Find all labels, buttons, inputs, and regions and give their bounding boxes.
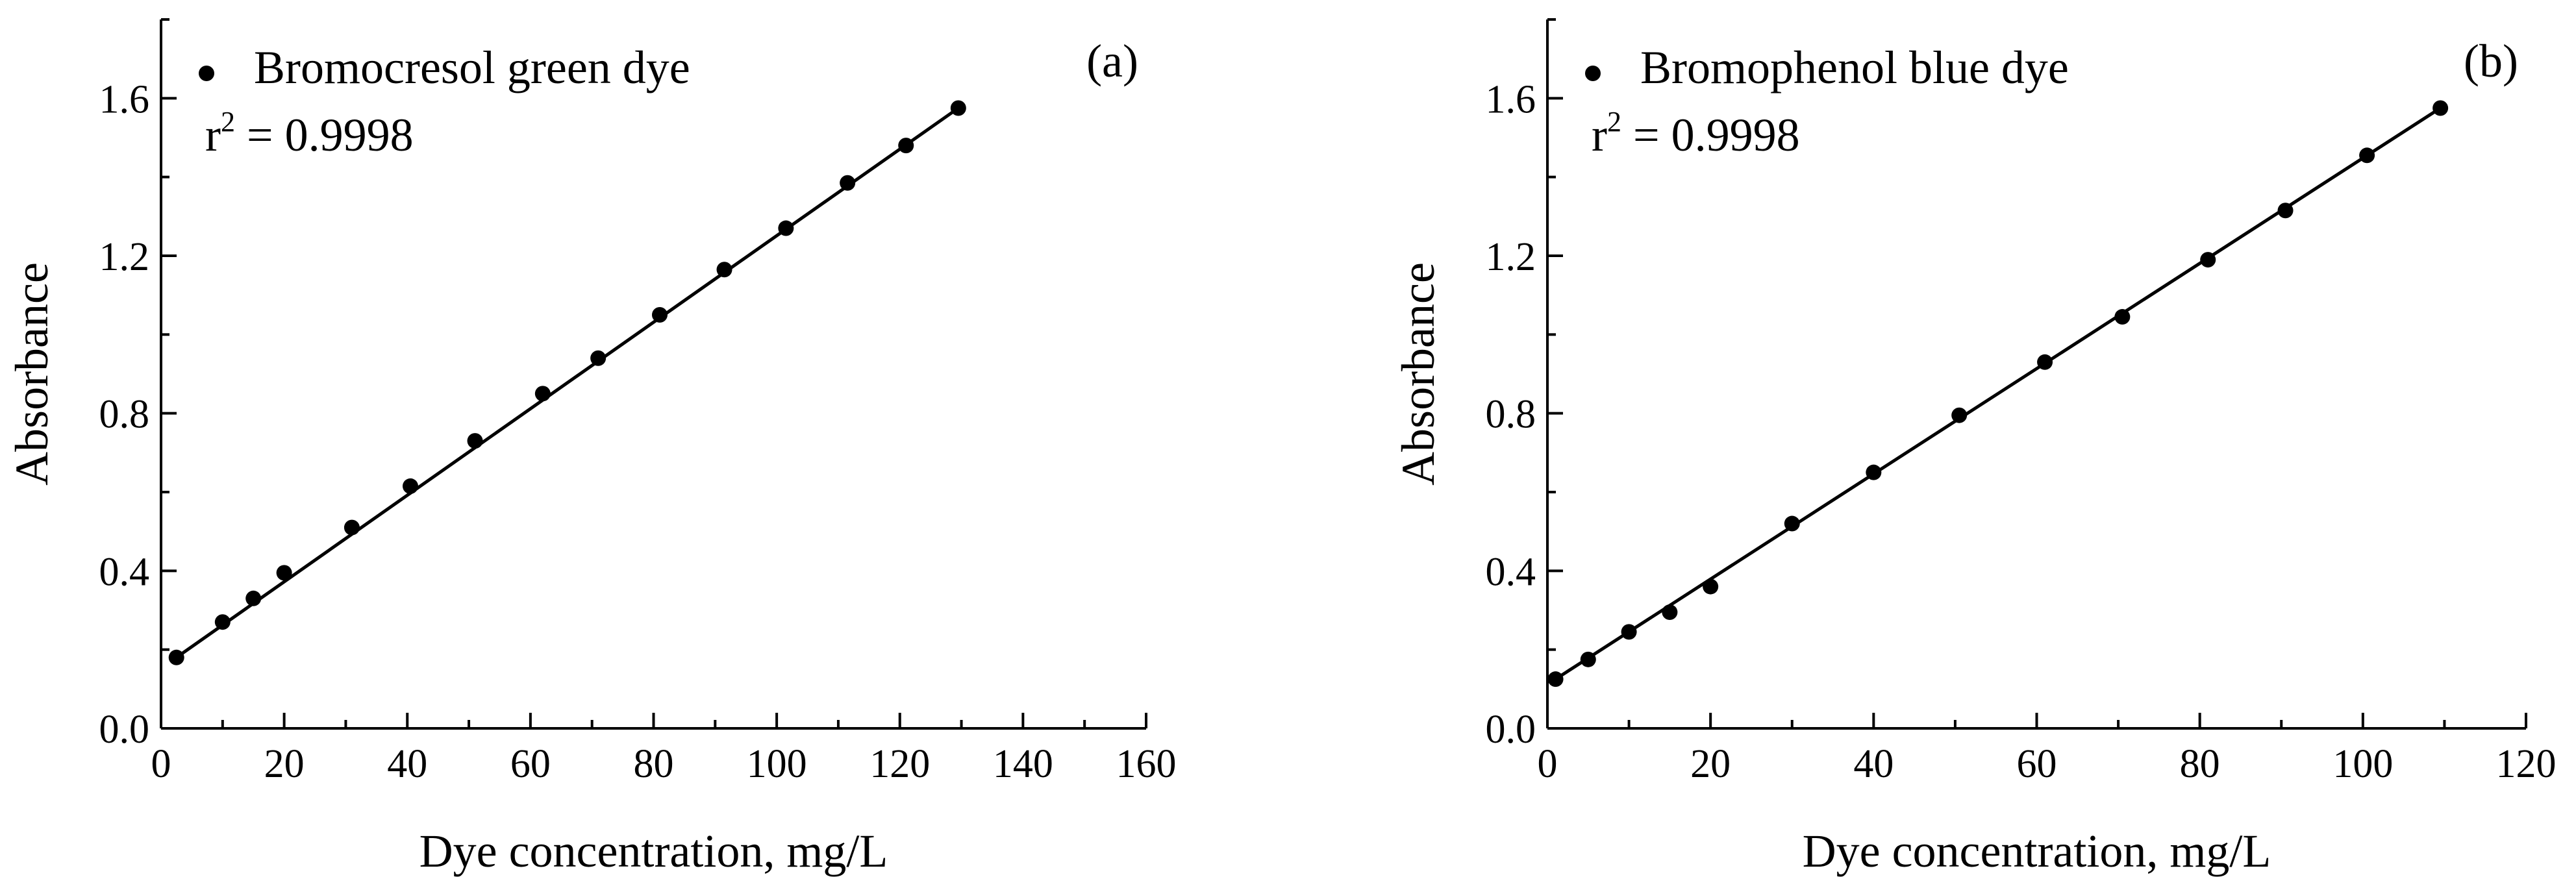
x-axis-title: Dye concentration, mg/L — [1803, 825, 2271, 877]
data-point — [2432, 100, 2449, 116]
data-point — [276, 565, 292, 581]
y-tick-label: 0.4 — [1486, 550, 1536, 594]
legend-label: Bromocresol green dye — [254, 42, 690, 93]
x-tick-label: 20 — [1690, 742, 1731, 786]
legend-label: Bromophenol blue dye — [1640, 42, 2069, 93]
data-point — [898, 138, 914, 154]
data-point — [214, 614, 231, 630]
y-tick-label: 0.0 — [99, 708, 150, 752]
x-tick-label: 0 — [1538, 742, 1558, 786]
data-point — [245, 590, 262, 606]
y-tick-label: 0.4 — [99, 550, 150, 594]
data-point — [1547, 671, 1564, 687]
x-axis-title: Dye concentration, mg/L — [419, 825, 888, 877]
x-tick-label: 20 — [264, 742, 305, 786]
fit-line — [1555, 106, 2442, 681]
x-tick-label: 40 — [387, 742, 427, 786]
legend-marker — [199, 66, 214, 81]
x-tick-label: 160 — [1116, 742, 1177, 786]
y-tick-label: 1.2 — [1486, 235, 1536, 279]
data-point — [651, 307, 668, 323]
data-point — [402, 478, 418, 494]
y-tick-label: 0.8 — [1486, 393, 1536, 437]
data-point — [1662, 604, 1678, 621]
y-tick-label: 1.6 — [99, 77, 150, 121]
data-point — [778, 220, 794, 236]
legend-marker — [1585, 66, 1601, 81]
data-point — [1621, 624, 1637, 640]
x-tick-label: 120 — [2496, 742, 2557, 786]
x-tick-label: 100 — [2332, 742, 2393, 786]
data-point — [1703, 578, 1719, 595]
y-axis-title: Absorbance — [1392, 262, 1444, 486]
chart-panel-b: 0 20 40 60 80 100 120 0.0 0.4 0.8 1.2 1.6 Dye concen… — [1392, 18, 2557, 877]
data-point — [344, 519, 360, 536]
x-tick-label: 80 — [2180, 742, 2220, 786]
data-point — [950, 100, 966, 116]
r-squared-annotation: r2 = 0.9998 — [205, 106, 414, 161]
data-point — [2277, 203, 2294, 219]
x-tick-label: 60 — [510, 742, 551, 786]
y-tick-label: 0.0 — [1486, 708, 1536, 752]
panel-label: (b) — [2464, 35, 2518, 87]
data-point — [1866, 464, 1882, 480]
y-tick-label: 0.8 — [99, 393, 150, 437]
y-axis-title: Absorbance — [6, 262, 58, 486]
x-tick-label: 60 — [2017, 742, 2057, 786]
data-point — [467, 433, 483, 449]
data-point — [2200, 252, 2216, 268]
fit-line — [175, 106, 960, 659]
x-tick-label: 40 — [1853, 742, 1894, 786]
chart-panel-a: 0 20 40 60 80 100 120 140 160 0.0 0.4 0.8 1.2 1.6 Dye … — [6, 18, 1177, 877]
data-point — [534, 386, 551, 402]
data-point — [840, 175, 856, 191]
r-squared-annotation: r2 = 0.9998 — [1592, 106, 1800, 161]
x-tick-label: 140 — [993, 742, 1053, 786]
data-point — [1784, 515, 1800, 532]
y-tick-label: 1.2 — [99, 235, 150, 279]
data-point — [2359, 147, 2375, 164]
x-tick-label: 120 — [869, 742, 930, 786]
panel-label: (a) — [1086, 35, 1138, 87]
data-point — [2114, 309, 2131, 325]
data-point — [1580, 651, 1596, 667]
x-tick-label: 0 — [151, 742, 171, 786]
data-point — [716, 262, 732, 278]
data-point — [1951, 407, 1968, 423]
data-point — [168, 649, 184, 665]
x-tick-label: 100 — [747, 742, 807, 786]
x-tick-label: 80 — [634, 742, 674, 786]
data-point — [2037, 354, 2053, 370]
data-point — [590, 350, 606, 366]
y-tick-label: 1.6 — [1486, 77, 1536, 121]
